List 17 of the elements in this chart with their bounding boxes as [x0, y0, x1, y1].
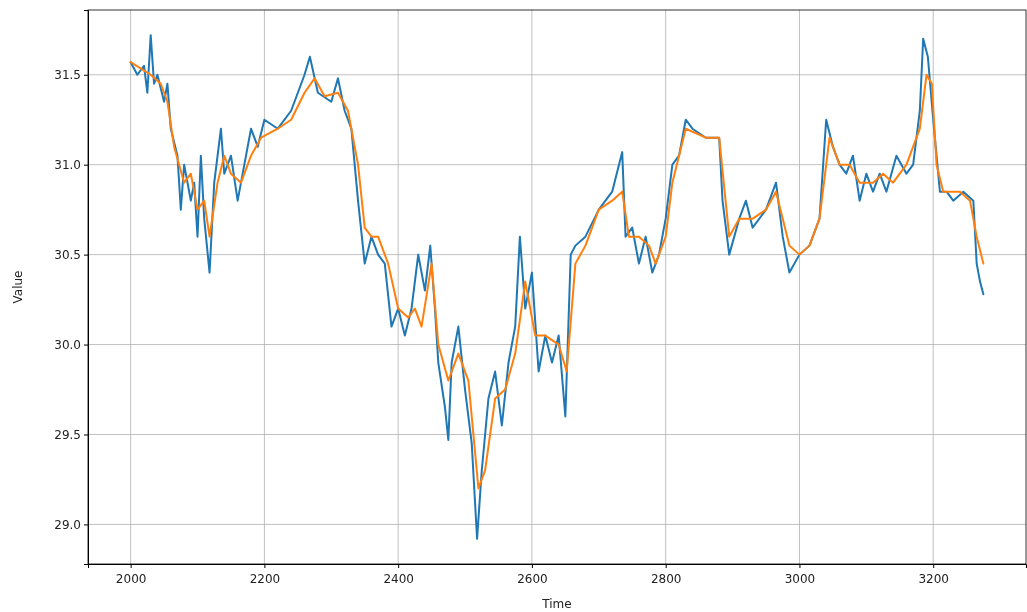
- x-tick-label: 2200: [249, 572, 281, 586]
- y-axis-title: Value: [11, 270, 25, 304]
- x-axis-title: Time: [541, 597, 572, 611]
- y-tick-label: 29.5: [54, 427, 81, 442]
- y-tick-label: 31.0: [54, 158, 81, 173]
- line-series: [129, 61, 985, 490]
- x-tick-label: 2800: [650, 572, 682, 586]
- y-tick-label: 30.0: [54, 337, 81, 352]
- x-tick-label: 3200: [918, 572, 949, 586]
- x-tick-label: 2000: [115, 572, 147, 586]
- x-tick-label: 2400: [383, 572, 414, 586]
- x-tick-label: 2600: [517, 572, 548, 586]
- y-tick-label: 29.0: [54, 517, 81, 532]
- line-series: [129, 34, 985, 540]
- y-tick-label: 30.5: [54, 247, 81, 262]
- x-tick-label: 3000: [784, 572, 816, 586]
- y-tick-label: 31.5: [54, 68, 81, 83]
